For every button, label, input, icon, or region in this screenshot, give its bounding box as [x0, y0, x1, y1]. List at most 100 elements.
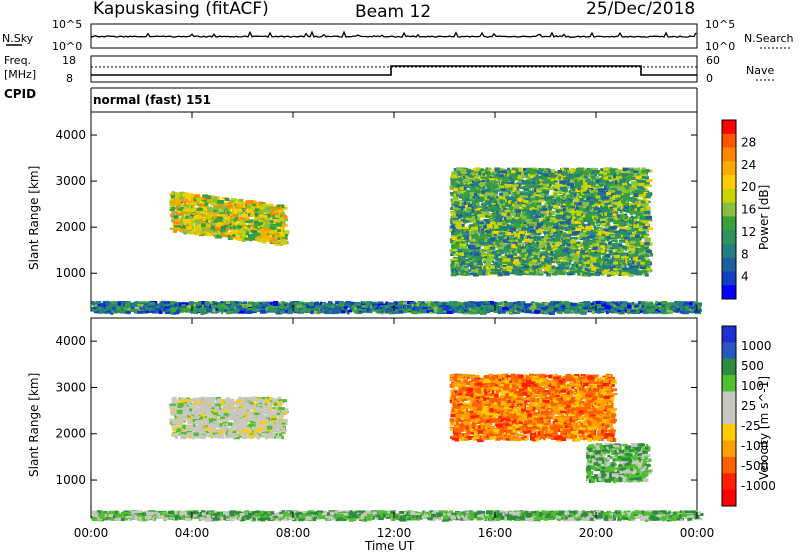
- echo-cell: [246, 210, 254, 214]
- echo-cell: [220, 229, 226, 232]
- echo-cell: [528, 190, 531, 195]
- echo-cell: [220, 214, 226, 219]
- echo-cell: [551, 198, 554, 202]
- nsky-tick-bottom: 10^0: [52, 40, 82, 53]
- echo-cell: [169, 206, 172, 209]
- echo-cell: [282, 230, 290, 234]
- echo-cell: [173, 215, 179, 219]
- echo-cell: [253, 201, 258, 205]
- echo-cell: [212, 211, 219, 215]
- echo-cell: [572, 237, 578, 240]
- echo-cell: [249, 200, 254, 205]
- echo-cell: [214, 226, 222, 230]
- echo-cell: [199, 201, 205, 205]
- echo-cell: [200, 211, 205, 215]
- echo-cell: [237, 202, 244, 205]
- echo-cell: [254, 220, 259, 225]
- echo-cell: [252, 211, 258, 215]
- station-title: Kapuskasing (fitACF): [93, 0, 269, 19]
- echo-cell: [178, 228, 184, 232]
- echo-cell: [565, 211, 570, 215]
- echo-cell: [269, 223, 277, 227]
- echo-cell: [269, 226, 275, 229]
- echo-cell: [227, 223, 233, 226]
- nave-tick-bottom: 0: [706, 72, 713, 85]
- echo-cell: [564, 264, 570, 267]
- echo-cell: [631, 202, 639, 206]
- echo-cell: [518, 179, 524, 182]
- echo-cell: [251, 212, 254, 215]
- echo-cell: [266, 206, 274, 209]
- echo-cell: [171, 198, 177, 202]
- echo-cell: [177, 207, 184, 211]
- echo-cell: [193, 197, 197, 202]
- echo-cell: [245, 231, 249, 236]
- echo-cell: [282, 226, 285, 229]
- echo-cell: [550, 213, 553, 218]
- echo-cell: [254, 208, 261, 212]
- echo-cell: [281, 224, 288, 227]
- echo-cell: [259, 201, 262, 206]
- echo-cell: [234, 219, 241, 222]
- echo-cell: [186, 223, 190, 227]
- echo-cell: [195, 229, 199, 232]
- echo-cell: [279, 232, 285, 236]
- echo-cell: [266, 214, 272, 217]
- echo-cell: [266, 229, 272, 234]
- freq-tick-bottom: 8: [66, 72, 73, 85]
- echo-cell: [201, 223, 206, 228]
- echo-cell: [234, 208, 242, 212]
- echo-cell: [226, 229, 229, 231]
- echo-cell: [241, 213, 248, 218]
- echo-cell: [576, 251, 580, 255]
- echo-cell: [195, 231, 203, 234]
- echo-cell: [277, 237, 281, 241]
- echo-cell: [280, 222, 285, 225]
- echo-cell: [217, 204, 224, 208]
- echo-cell: [282, 238, 286, 243]
- echo-cell: [262, 229, 269, 233]
- echo-cell: [636, 167, 641, 171]
- echo-cell: [517, 234, 524, 238]
- echo-cell: [249, 237, 253, 242]
- echo-cell: [570, 223, 577, 228]
- echo-cell: [186, 220, 191, 224]
- echo-cell: [169, 201, 173, 205]
- echo-cell: [225, 227, 230, 230]
- nsky-label: N.Sky: [2, 32, 34, 45]
- freq-panel: Freq. [MHz] 18 8 60 0 Nave: [4, 54, 776, 85]
- echo-cell: [252, 206, 258, 210]
- echo-cell: [210, 232, 216, 235]
- echo-cell: [274, 209, 278, 214]
- echo-cell: [270, 213, 274, 218]
- echo-cell: [609, 242, 612, 245]
- echo-cell: [232, 211, 235, 215]
- echo-cell: [233, 219, 237, 222]
- echo-cell: [193, 195, 199, 198]
- echo-cell: [597, 237, 602, 242]
- echo-cell: [276, 241, 283, 245]
- echo-cell: [179, 198, 184, 202]
- echo-cell: [232, 207, 235, 212]
- echo-cell: [262, 225, 270, 229]
- echo-cell: [210, 203, 216, 206]
- echo-cell: [235, 236, 241, 240]
- echo-cell: [532, 184, 538, 188]
- echo-cell: [254, 218, 257, 221]
- echo-cell: [626, 253, 629, 257]
- echo-cell: [270, 221, 273, 225]
- echo-cell: [483, 266, 486, 271]
- echo-cell: [208, 223, 215, 226]
- echo-cell: [216, 230, 221, 233]
- echo-cell: [187, 196, 192, 200]
- echo-cell: [174, 225, 182, 228]
- echo-cell: [510, 192, 513, 195]
- echo-cell: [169, 200, 176, 203]
- echo-cell: [169, 227, 176, 230]
- echo-cell: [271, 239, 278, 243]
- echo-cell: [578, 261, 584, 264]
- echo-cell: [197, 196, 204, 200]
- echo-cell: [193, 210, 196, 215]
- echo-cell: [200, 213, 204, 216]
- echo-cell: [213, 213, 217, 217]
